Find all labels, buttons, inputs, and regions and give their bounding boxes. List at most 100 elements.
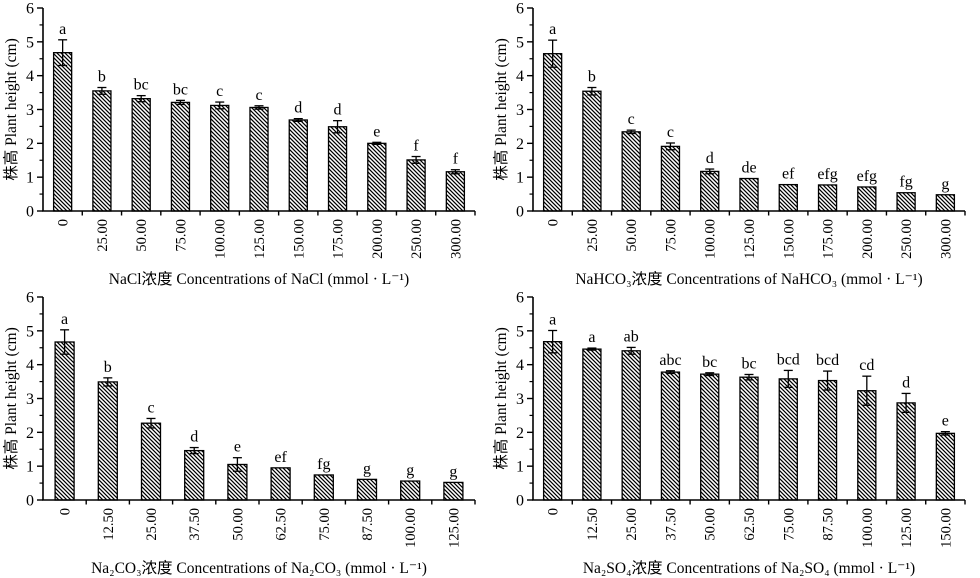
significance-letter: e	[234, 439, 241, 456]
x-tick-label: 25.00	[624, 508, 640, 541]
significance-letter: b	[98, 69, 106, 86]
x-tick-label: 25.00	[144, 508, 160, 541]
x-tick-label: 37.50	[187, 508, 203, 541]
error-bars	[548, 329, 950, 436]
significance-letter: a	[588, 329, 595, 346]
x-tick-label: 87.50	[360, 508, 376, 541]
bar	[700, 373, 720, 501]
significance-letter: efg	[857, 168, 877, 185]
bar	[542, 341, 563, 501]
bar	[857, 186, 877, 212]
bar	[542, 53, 563, 212]
y-tick-label: 0	[516, 204, 524, 221]
bar	[367, 142, 387, 212]
bar	[896, 192, 916, 212]
x-tick-label: 125.00	[446, 508, 462, 548]
error-bars	[58, 39, 460, 175]
bar	[92, 90, 112, 212]
na2co3-bar-chart: 0 1 2 3 4 5 6 a b c d e ef fg g g g 0 12.50 25.00 37.50 50.00…	[2, 290, 476, 577]
bar	[582, 90, 602, 212]
significance-letter: fg	[899, 174, 912, 191]
bar	[249, 106, 269, 212]
bar	[935, 194, 956, 212]
panel-na2so4: 0 1 2 3 4 5 6 a a ab abc bc bc bcd bcd cd d e 0 12.50 25.00 3…	[490, 289, 980, 578]
significance-letter: e	[942, 413, 949, 430]
x-tick-labels: 0 12.50 25.00 37.50 50.00 62.50 75.00 87.50 100.…	[58, 508, 463, 548]
y-tick-label: 4	[26, 68, 34, 85]
x-tick-label: 25.00	[95, 219, 111, 252]
y-axis-title: 株高 Plant height (cm)	[492, 38, 510, 181]
x-tick-label: 250.00	[409, 219, 425, 259]
significance-letter: g	[941, 176, 949, 193]
bar	[443, 481, 464, 501]
significance-letter: f	[413, 138, 419, 155]
x-axis-title: Na₂CO₃浓度 Concentrations of Na₂CO₃ (mmol …	[91, 559, 427, 577]
significance-letter: c	[255, 87, 262, 104]
y-tick-label: 6	[26, 1, 34, 18]
significance-letter: d	[706, 150, 714, 167]
significance-letter: d	[294, 100, 302, 117]
bar	[97, 381, 118, 501]
x-tick-label: 75.00	[173, 219, 189, 252]
significance-letter: ab	[624, 328, 639, 345]
panel-nahco3: 0 1 2 3 4 5 6 a b c c d de ef efg efg fg g 0 25.00 50.00 75.0…	[490, 0, 980, 289]
bar	[54, 341, 75, 501]
x-tick-label: 125.00	[252, 219, 268, 259]
bar	[857, 390, 877, 501]
x-tick-label: 75.00	[317, 508, 333, 541]
bars	[542, 53, 956, 212]
y-tick-label: 1	[26, 459, 34, 476]
x-tick-label: 0	[546, 219, 562, 226]
y-tick-label: 0	[26, 493, 34, 510]
x-tick-labels: 0 25.00 50.00 75.00 100.00 125.00 150.00 175.00…	[56, 219, 465, 259]
bar	[778, 183, 798, 212]
x-axis-title: NaCl浓度 Concentrations of NaCl (mmol · L⁻…	[109, 270, 409, 288]
bar	[140, 422, 162, 501]
y-tick-label: 6	[516, 1, 524, 18]
significance-letter: efg	[817, 166, 837, 183]
bar	[184, 449, 205, 501]
bar	[660, 145, 681, 212]
y-tick-label: 6	[516, 290, 524, 307]
bar	[935, 432, 956, 501]
x-tick-label: 50.00	[230, 508, 246, 541]
bar	[621, 131, 641, 212]
x-tick-label: 125.00	[742, 219, 758, 259]
nahco3-bar-chart: 0 1 2 3 4 5 6 a b c c d de ef efg efg fg g 0 25.00 50.00 75.0…	[492, 1, 966, 288]
bar	[700, 170, 720, 212]
x-tick-label: 62.50	[742, 508, 758, 541]
x-tick-label: 50.00	[703, 508, 719, 541]
bar	[817, 184, 838, 212]
bar	[778, 378, 798, 501]
bar	[739, 177, 759, 212]
significance-letter: bcd	[816, 352, 839, 369]
significance-letter: b	[104, 359, 112, 376]
x-axis-ticks	[571, 211, 966, 216]
bar	[131, 98, 151, 212]
significance-letter: d	[902, 374, 910, 391]
bar	[327, 126, 348, 212]
bar	[621, 350, 641, 501]
significance-letter: a	[59, 21, 66, 38]
x-tick-label: 0	[56, 219, 72, 226]
significance-letter: cd	[859, 357, 874, 374]
bar	[582, 348, 602, 501]
significance-letters: a b c d e ef fg g g g	[61, 311, 457, 481]
x-tick-label: 150.00	[781, 219, 797, 259]
x-tick-label: 100.00	[703, 219, 719, 259]
panel-nacl: 0 1 2 3 4 5 6 a b bc bc c c d d e f f 0 25.00 50.00 75.00 100.…	[0, 0, 490, 289]
x-tick-label: 175.00	[821, 219, 837, 259]
y-tick-label: 4	[516, 357, 524, 374]
bar	[660, 371, 681, 501]
error-bars	[60, 329, 242, 472]
y-tick-label: 1	[516, 170, 524, 187]
significance-letter: b	[588, 69, 596, 86]
y-axis-ticks: 0 1 2 3 4 5 6	[516, 290, 533, 510]
y-tick-label: 3	[516, 391, 524, 408]
significance-letter: c	[628, 111, 635, 128]
y-axis-title: 株高 Plant height (cm)	[2, 327, 20, 470]
panel-na2co3: 0 1 2 3 4 5 6 a b c d e ef fg g g g 0 12.50 25.00 37.50 50.00…	[0, 289, 490, 578]
y-tick-label: 2	[26, 425, 34, 442]
bar	[170, 101, 191, 212]
